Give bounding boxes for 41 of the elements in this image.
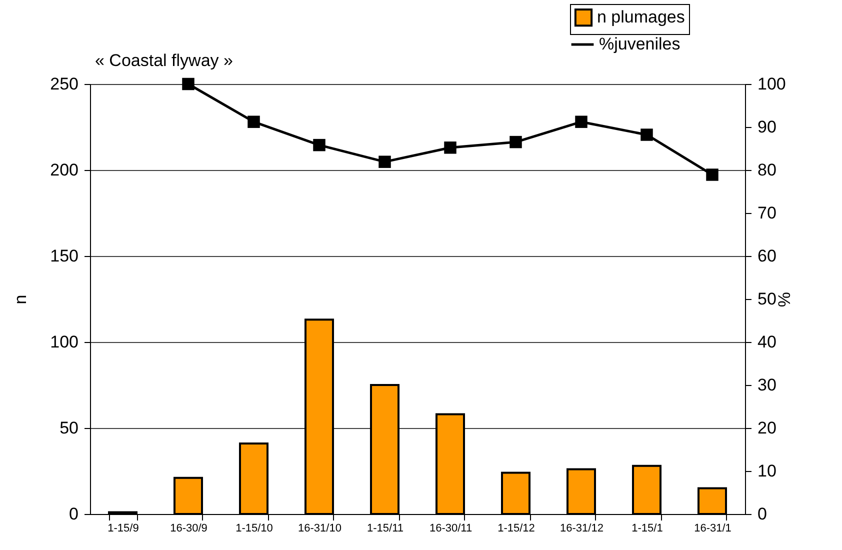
y2-tick-label: 80: [758, 160, 776, 180]
point: [182, 78, 194, 90]
y-tick-label: 0: [69, 504, 78, 524]
x-tick-label: 16-31/10: [298, 522, 342, 534]
y2-tick-label: 40: [758, 332, 776, 352]
x-tick-label: 1-15/10: [236, 522, 273, 534]
y-axis-title: n: [11, 294, 30, 304]
x-tick-label: 1-15/12: [498, 522, 535, 534]
point: [378, 156, 391, 168]
y2-tick-label: 70: [758, 204, 776, 222]
y2-tick-label: 50: [758, 290, 776, 308]
x-tick-label: 1-15/1: [632, 522, 663, 534]
y2-axis-title: %: [774, 292, 794, 308]
y-tick-label: 150: [50, 246, 78, 266]
y2-tick-label: 30: [758, 376, 776, 394]
y2-tick-label: 60: [758, 246, 776, 266]
point: [706, 168, 718, 181]
x-tick-label: 16-30/11: [429, 522, 472, 534]
legend-label: n plumages: [597, 8, 685, 26]
point: [640, 128, 653, 141]
y2-tick-label: 20: [758, 418, 776, 438]
point: [248, 116, 260, 128]
point: [575, 116, 588, 128]
y2-tick-label: 10: [758, 462, 776, 480]
y2-tick-label: 90: [758, 118, 776, 136]
x-tick-label: 16-31/1: [694, 522, 732, 534]
legend-label: %juveniles: [599, 34, 680, 54]
point: [510, 136, 522, 148]
y-tick-label: 100: [50, 332, 78, 352]
y-tick-label: 200: [50, 160, 78, 180]
y-tick-label: 50: [60, 418, 78, 438]
y-tick-label: 250: [50, 74, 78, 94]
x-tick-label: 1-15/9: [108, 522, 139, 534]
x-tick-label: 1-15/11: [367, 522, 404, 534]
point: [313, 138, 326, 152]
point: [444, 142, 456, 154]
x-tick-label: 16-30/9: [170, 522, 208, 534]
x-tick-label: 16-31/12: [560, 522, 604, 534]
chart-title: « Coastal flyway »: [95, 51, 233, 70]
y2-tick-label: 0: [758, 504, 767, 524]
y2-tick-label: 100: [758, 74, 786, 94]
